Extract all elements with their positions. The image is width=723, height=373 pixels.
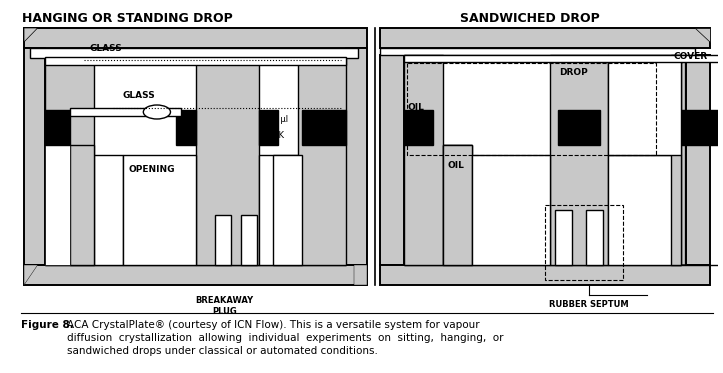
Bar: [46, 145, 69, 265]
Bar: [404, 55, 723, 62]
Polygon shape: [24, 28, 367, 48]
Text: Figure 8.: Figure 8.: [21, 320, 74, 330]
Polygon shape: [259, 110, 278, 145]
Polygon shape: [176, 110, 196, 145]
Polygon shape: [46, 58, 94, 265]
Polygon shape: [273, 155, 302, 265]
Polygon shape: [94, 155, 123, 265]
Text: COVER: COVER: [674, 52, 708, 61]
Text: ACA CrystalPlate® (courtesy of ICN Flow). This is a versatile system for vapour
: ACA CrystalPlate® (courtesy of ICN Flow)…: [67, 320, 503, 356]
Polygon shape: [681, 110, 719, 145]
Bar: [380, 48, 696, 55]
Polygon shape: [46, 110, 69, 145]
Polygon shape: [196, 58, 259, 265]
Text: GLASS: GLASS: [89, 44, 121, 53]
Bar: [586, 210, 603, 265]
Text: OPENING: OPENING: [129, 166, 175, 175]
Polygon shape: [69, 145, 94, 265]
Polygon shape: [259, 155, 298, 265]
Text: OIL: OIL: [407, 103, 424, 112]
Polygon shape: [671, 55, 681, 265]
Bar: [215, 215, 231, 265]
Polygon shape: [346, 48, 367, 265]
Text: 500 µl: 500 µl: [262, 116, 288, 125]
Polygon shape: [24, 265, 367, 285]
Text: RUBBER SEPTUM: RUBBER SEPTUM: [549, 300, 628, 309]
Bar: [241, 215, 257, 265]
Bar: [443, 145, 472, 265]
Text: SANDWICHED DROP: SANDWICHED DROP: [461, 12, 600, 25]
Bar: [472, 155, 549, 265]
Polygon shape: [696, 28, 710, 42]
Polygon shape: [24, 265, 38, 285]
Polygon shape: [557, 110, 600, 145]
Polygon shape: [24, 28, 38, 42]
Polygon shape: [671, 55, 685, 265]
Bar: [608, 55, 681, 155]
Bar: [555, 210, 572, 265]
Polygon shape: [404, 55, 443, 265]
Polygon shape: [380, 28, 710, 48]
Polygon shape: [380, 265, 710, 285]
Polygon shape: [298, 58, 346, 265]
Bar: [46, 57, 346, 65]
Polygon shape: [443, 145, 472, 265]
Polygon shape: [685, 55, 710, 265]
Bar: [608, 155, 681, 265]
Polygon shape: [354, 265, 367, 285]
Text: BREAKAWAY: BREAKAWAY: [196, 296, 254, 305]
Text: PLUG: PLUG: [213, 307, 237, 316]
Text: DROP: DROP: [560, 68, 589, 77]
Polygon shape: [549, 55, 608, 265]
Text: TANK: TANK: [262, 131, 283, 140]
Polygon shape: [380, 55, 404, 265]
Text: HANGING OR STANDING DROP: HANGING OR STANDING DROP: [22, 12, 234, 25]
Text: OIL: OIL: [448, 160, 465, 169]
Bar: [69, 108, 181, 116]
Polygon shape: [123, 155, 196, 265]
Bar: [30, 48, 358, 58]
Polygon shape: [302, 110, 346, 145]
Polygon shape: [24, 48, 46, 265]
Text: PLATE: PLATE: [685, 116, 716, 125]
Ellipse shape: [143, 105, 171, 119]
Polygon shape: [404, 110, 433, 145]
Text: GLASS: GLASS: [123, 91, 155, 100]
